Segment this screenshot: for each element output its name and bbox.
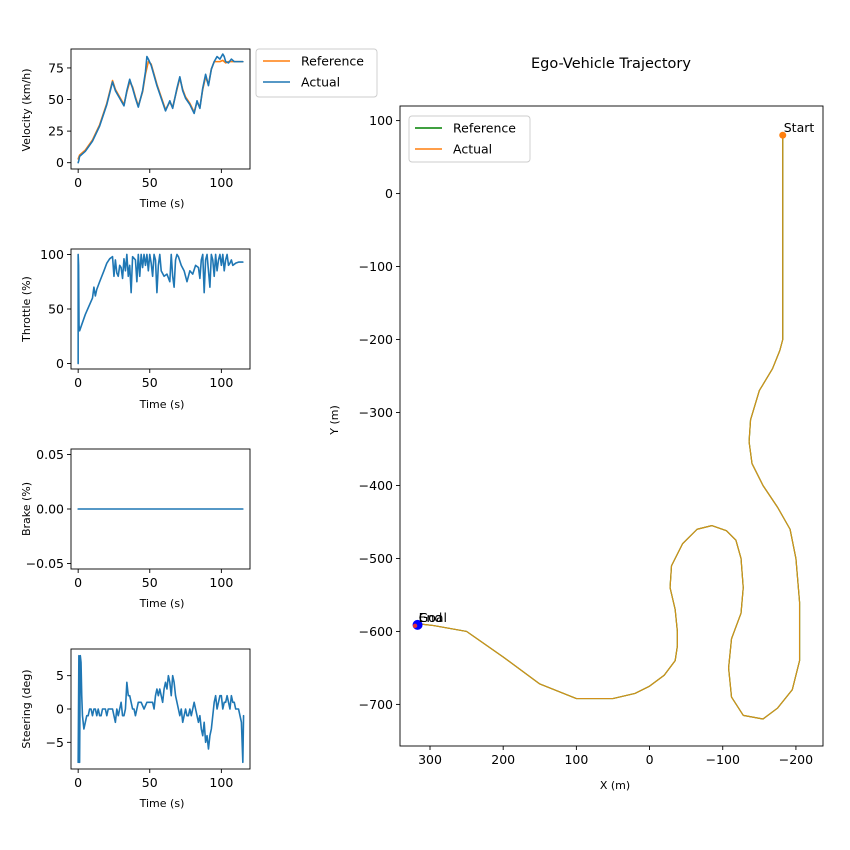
trajectory-title: Ego-Vehicle Trajectory (531, 56, 691, 72)
velocity-legend-actual-label: Actual (301, 75, 340, 90)
steering-series-steering-line (77, 654, 245, 764)
brake-xtick-label: 50 (142, 575, 158, 590)
brake-tick-layer: 0 50 100 −0.05 0.00 0.05 (26, 447, 234, 590)
trajectory-series-layer (417, 134, 801, 720)
trajectory-legend-reference-label: Reference (453, 121, 516, 136)
throttle-tick-layer: 0 50 100 0 50 100 (40, 247, 233, 390)
trajectory-xtick-label: 100 (564, 752, 588, 767)
trajectory-ytick-label: −300 (359, 405, 393, 420)
throttle-ylabel: Throttle (%) (20, 276, 33, 343)
brake-subplot: 0 50 100 −0.05 0.00 0.05 Time (s) Brake (%) (20, 447, 251, 610)
trajectory-legend-actual-label: Actual (453, 142, 492, 157)
throttle-xtick-label: 50 (142, 375, 158, 390)
brake-ytick-label: −0.05 (26, 556, 64, 571)
steering-ytick-label: 5 (56, 668, 64, 683)
trajectory-ytick-label: −200 (359, 332, 393, 347)
trajectory-ytick-label: 100 (369, 113, 393, 128)
trajectory-series-actual-line (417, 134, 801, 720)
trajectory-ylabel: Y (m) (328, 405, 341, 436)
trajectory-ytick-label: 0 (385, 186, 393, 201)
trajectory-ytick-label: −400 (359, 478, 393, 493)
steering-xtick-label: 0 (74, 775, 82, 790)
trajectory-annotation-start: Start (784, 120, 815, 135)
throttle-series-throttle-line (77, 253, 244, 365)
brake-xtick-label: 0 (74, 575, 82, 590)
velocity-axes-frame (70, 48, 251, 170)
trajectory-annotation-goal: Goal (419, 610, 447, 625)
velocity-legend: Reference Actual (255, 48, 378, 98)
trajectory-subplot: Ego-Vehicle Trajectory 300 200 100 0 −100 −20… (328, 56, 824, 792)
throttle-subplot: 0 50 100 0 50 100 Time (s) Throttle (%) (20, 247, 251, 411)
steering-tick-layer: 0 50 100 −5 0 5 (46, 668, 234, 790)
trajectory-xtick-label: −200 (779, 752, 813, 767)
steering-ytick-label: 0 (56, 702, 64, 717)
throttle-xtick-label: 0 (74, 375, 82, 390)
throttle-ytick-label: 50 (48, 302, 64, 317)
throttle-ytick-label: 100 (40, 247, 64, 262)
velocity-ytick-label: 0 (56, 155, 64, 170)
throttle-ytick-label: 0 (56, 356, 64, 371)
steering-xlabel: Time (s) (139, 797, 185, 810)
brake-ytick-label: 0.05 (36, 447, 64, 462)
throttle-xlabel: Time (s) (139, 398, 185, 411)
velocity-series-layer (77, 53, 244, 164)
trajectory-xtick-label: 200 (491, 752, 515, 767)
steering-ylabel: Steering (deg) (20, 669, 33, 748)
trajectory-start-marker (779, 131, 787, 139)
trajectory-ytick-label: −700 (359, 697, 393, 712)
velocity-ytick-label: 25 (48, 124, 64, 139)
velocity-xtick-label: 50 (142, 175, 158, 190)
velocity-ylabel: Velocity (km/h) (20, 69, 33, 152)
trajectory-legend: Reference Actual (408, 115, 531, 163)
brake-xtick-label: 100 (209, 575, 233, 590)
velocity-xtick-label: 0 (74, 175, 82, 190)
brake-xlabel: Time (s) (139, 597, 185, 610)
steering-subplot: 0 50 100 −5 0 5 Time (s) Steering (deg) (20, 648, 251, 810)
steering-xtick-label: 50 (142, 775, 158, 790)
trajectory-ytick-label: −100 (359, 259, 393, 274)
brake-ylabel: Brake (%) (20, 482, 33, 536)
trajectory-ytick-label: −500 (359, 551, 393, 566)
trajectory-xtick-label: 300 (418, 752, 442, 767)
velocity-ytick-label: 75 (48, 60, 64, 75)
brake-ytick-label: 0.00 (36, 502, 64, 517)
trajectory-annotation-end: End (419, 610, 443, 625)
trajectory-xtick-label: 0 (646, 752, 654, 767)
steering-ytick-label: −5 (46, 735, 64, 750)
trajectory-xtick-label: −100 (706, 752, 740, 767)
throttle-xtick-label: 100 (209, 375, 233, 390)
trajectory-goal-marker (412, 623, 418, 629)
velocity-legend-reference-label: Reference (301, 54, 364, 69)
trajectory-axes-frame (399, 105, 824, 747)
throttle-series-layer (77, 253, 244, 365)
steering-xtick-label: 100 (209, 775, 233, 790)
trajectory-xlabel: X (m) (600, 779, 630, 792)
velocity-xtick-label: 100 (209, 175, 233, 190)
velocity-xlabel: Time (s) (139, 197, 185, 210)
trajectory-tick-layer: 300 200 100 0 −100 −200 100 0 −100 −200 −300 −400 −5… (359, 113, 813, 767)
velocity-tick-layer: 0 50 100 0 25 50 75 (48, 60, 233, 190)
steering-series-layer (77, 654, 245, 764)
velocity-series-actual-line (77, 53, 244, 164)
trajectory-ytick-label: −600 (359, 624, 393, 639)
velocity-subplot: 0 50 100 0 25 50 75 Time (s) Velocity (km/h) R… (20, 48, 378, 210)
velocity-ytick-label: 50 (48, 92, 64, 107)
